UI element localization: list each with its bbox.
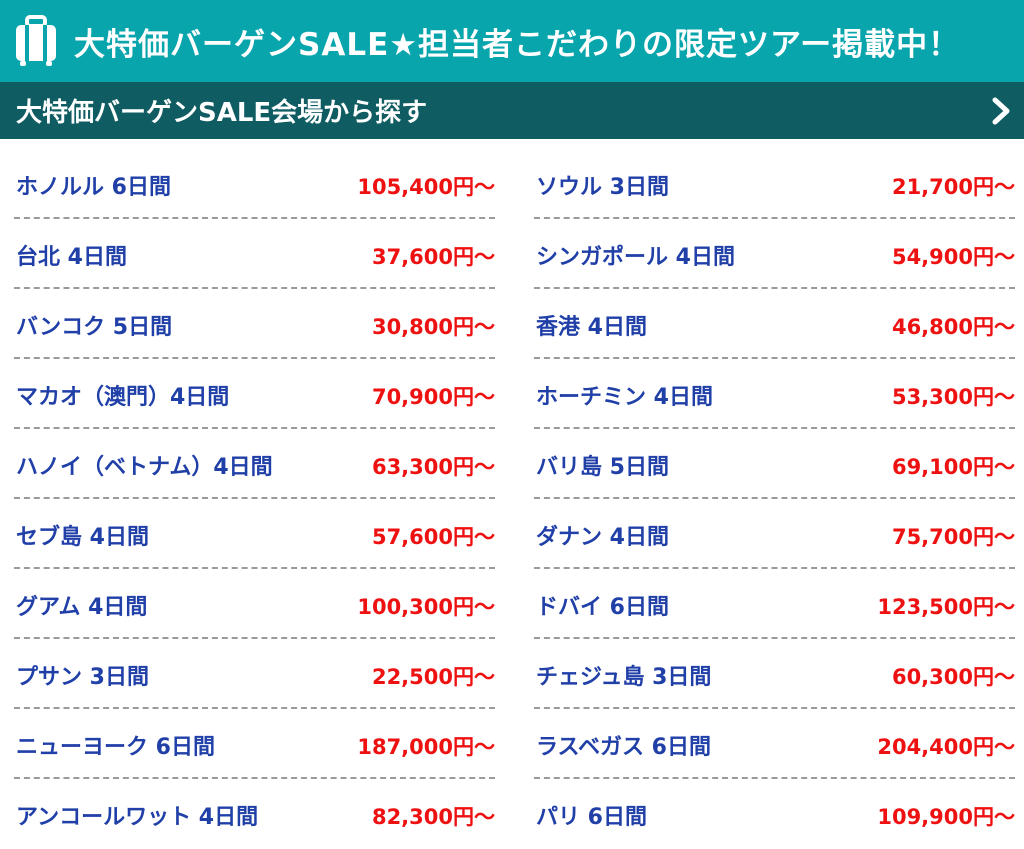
tour-item[interactable]: ダナン 4日間 75,700円～ [534,499,1015,569]
bargain-sale-link[interactable]: 大特価バーゲンSALE会場から探す [0,82,1024,139]
tour-price: 54,900円～ [891,245,1015,269]
tour-destination[interactable]: バンコク 5日間 [16,315,173,340]
dashed-divider [534,287,1015,289]
tour-price: 123,500円～ [877,595,1015,619]
tour-price: 63,300円～ [371,455,495,479]
tour-destination[interactable]: パリ 6日間 [536,805,647,830]
dashed-divider [14,497,495,499]
tour-item[interactable]: ラスベガス 6日間 204,400円～ [534,709,1015,779]
tour-item[interactable]: バンコク 5日間 30,800円～ [14,289,495,359]
dashed-divider [14,777,495,779]
dashed-divider [534,777,1015,779]
tour-destination[interactable]: 香港 4日間 [536,315,647,340]
tour-destination[interactable]: バリ島 5日間 [536,455,669,480]
dashed-divider [14,707,495,709]
tour-destination[interactable]: ダナン 4日間 [536,525,669,550]
tour-price: 100,300円～ [357,595,495,619]
tour-item[interactable]: プサン 3日間 22,500円～ [14,639,495,709]
tour-price: 204,400円～ [877,735,1015,759]
tour-destination[interactable]: ニューヨーク 6日間 [16,735,215,760]
dashed-divider [14,427,495,429]
dashed-divider [14,637,495,639]
tour-price: 187,000円～ [357,735,495,759]
tour-price: 46,800円～ [891,315,1015,339]
tour-price: 37,600円～ [371,245,495,269]
tour-item[interactable]: グアム 4日間 100,300円～ [14,569,495,639]
tour-price: 70,900円～ [371,385,495,409]
tour-item[interactable]: ハノイ（ベトナム）4日間 63,300円～ [14,429,495,499]
tour-destination[interactable]: ハノイ（ベトナム）4日間 [16,455,273,480]
tour-destination[interactable]: シンガポール 4日間 [536,245,735,270]
dashed-divider [534,567,1015,569]
tour-destination[interactable]: グアム 4日間 [16,595,148,620]
tour-item[interactable]: マカオ（澳門）4日間 70,900円～ [14,359,495,429]
dashed-divider [534,637,1015,639]
tour-item[interactable]: チェジュ島 3日間 60,300円～ [534,639,1015,709]
tour-destination[interactable]: チェジュ島 3日間 [536,665,712,690]
tour-item[interactable]: 香港 4日間 46,800円～ [534,289,1015,359]
dashed-divider [534,497,1015,499]
tour-destination[interactable]: ソウル 3日間 [536,175,669,200]
tour-item[interactable]: ニューヨーク 6日間 187,000円～ [14,709,495,779]
tour-item[interactable]: シンガポール 4日間 54,900円～ [534,219,1015,289]
dashed-divider [534,427,1015,429]
tour-item[interactable]: ソウル 3日間 21,700円～ [534,149,1015,219]
dashed-divider [534,357,1015,359]
tour-price: 53,300円～ [891,385,1015,409]
tour-item[interactable]: パリ 6日間 109,900円～ [534,779,1015,849]
tour-price: 75,700円～ [891,525,1015,549]
tour-price: 21,700円～ [891,175,1015,199]
tour-price: 69,100円～ [891,455,1015,479]
tour-destination[interactable]: ホーチミン 4日間 [536,385,713,410]
tour-price: 82,300円～ [371,805,495,829]
tour-item[interactable]: ドバイ 6日間 123,500円～ [534,569,1015,639]
tour-price: 109,900円～ [877,805,1015,829]
sale-banner: 大特価バーゲンSALE★担当者こだわりの限定ツアー掲載中！ [0,0,1024,82]
tour-item[interactable]: 台北 4日間 37,600円～ [14,219,495,289]
tour-price: 57,600円～ [371,525,495,549]
tour-item[interactable]: ホノルル 6日間 105,400円～ [14,149,495,219]
suitcase-icon [16,15,56,66]
tour-destination[interactable]: ラスベガス 6日間 [536,735,711,760]
banner-title: 大特価バーゲンSALE★担当者こだわりの限定ツアー掲載中！ [74,26,961,63]
tour-destination[interactable]: アンコールワット 4日間 [16,805,259,830]
dashed-divider [14,567,495,569]
tour-destination[interactable]: ホノルル 6日間 [16,175,171,200]
tour-price: 22,500円～ [371,665,495,689]
tour-destination[interactable]: セブ島 4日間 [16,525,149,550]
chevron-right-icon [992,97,1010,125]
tour-list-right-column: ソウル 3日間 21,700円～ シンガポール 4日間 54,900円～ 香港 4日… [534,149,1015,849]
tour-item[interactable]: アンコールワット 4日間 82,300円～ [14,779,495,849]
tour-item[interactable]: セブ島 4日間 57,600円～ [14,499,495,569]
tour-list-left-column: ホノルル 6日間 105,400円～ 台北 4日間 37,600円～ バンコク 5日… [14,149,495,849]
tour-destination[interactable]: プサン 3日間 [16,665,149,690]
dashed-divider [14,357,495,359]
tour-item[interactable]: ホーチミン 4日間 53,300円～ [534,359,1015,429]
tour-price: 105,400円～ [357,175,495,199]
bargain-sale-link-label: 大特価バーゲンSALE会場から探す [16,98,428,128]
tour-destination[interactable]: マカオ（澳門）4日間 [16,385,230,410]
dashed-divider [14,287,495,289]
tour-price: 30,800円～ [371,315,495,339]
dashed-divider [14,217,495,219]
tour-item[interactable]: バリ島 5日間 69,100円～ [534,429,1015,499]
dashed-divider [534,707,1015,709]
dashed-divider [534,217,1015,219]
tour-destination[interactable]: ドバイ 6日間 [536,595,669,620]
tour-price: 60,300円～ [891,665,1015,689]
tour-destination[interactable]: 台北 4日間 [16,245,127,270]
